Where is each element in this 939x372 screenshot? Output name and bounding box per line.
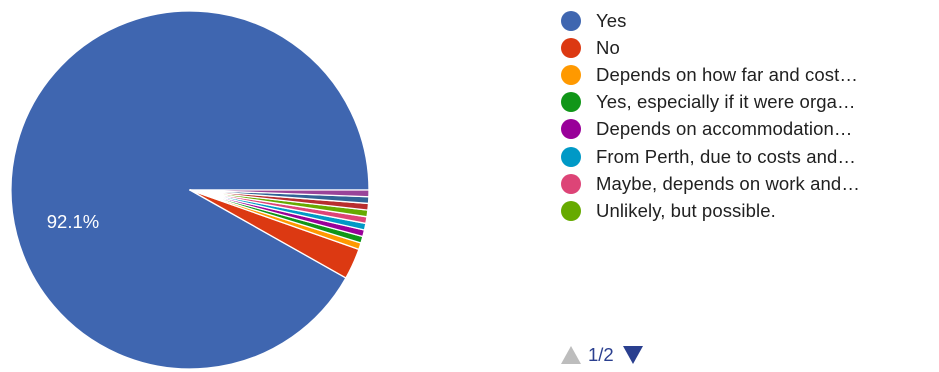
- legend-swatch-no: [561, 37, 581, 58]
- slice-percent-label-yes: 92.1%: [47, 211, 99, 232]
- triangle-down-icon[interactable]: [622, 346, 643, 364]
- legend-swatch-depends-distance-cost: [561, 64, 581, 85]
- legend-swatch-unlikely-possible: [561, 200, 581, 221]
- legend-item-yes[interactable]: Yes: [561, 7, 860, 34]
- legend-swatch-maybe-work: [561, 173, 581, 194]
- legend-label-unlikely-possible: Unlikely, but possible.: [596, 199, 776, 221]
- legend-item-depends-distance-cost[interactable]: Depends on how far and cost…: [561, 61, 860, 88]
- legend-swatch-from-perth: [561, 146, 581, 167]
- legend-label-depends-distance-cost: Depends on how far and cost…: [596, 63, 858, 85]
- pager-page-indicator: 1/2: [588, 344, 614, 365]
- legend-label-yes: Yes: [596, 9, 627, 31]
- pie-slices: [10, 10, 370, 370]
- triangle-up-icon[interactable]: [561, 346, 581, 364]
- legend-item-yes-organised[interactable]: Yes, especially if it were orga…: [561, 89, 860, 116]
- legend-pager: 1/2: [561, 343, 643, 367]
- legend-label-depends-accommodation: Depends on accommodation…: [596, 118, 853, 140]
- legend-label-from-perth: From Perth, due to costs and…: [596, 145, 856, 167]
- pie-slice-10[interactable]: [189, 189, 370, 198]
- legend-swatch-depends-accommodation: [561, 119, 581, 140]
- legend-label-yes-organised: Yes, especially if it were orga…: [596, 91, 856, 113]
- legend-item-unlikely-possible[interactable]: Unlikely, but possible.: [561, 197, 860, 224]
- legend-item-depends-accommodation[interactable]: Depends on accommodation…: [561, 116, 860, 143]
- legend-swatch-yes-organised: [561, 92, 581, 113]
- legend-label-no: No: [596, 36, 620, 58]
- legend-item-maybe-work[interactable]: Maybe, depends on work and…: [561, 170, 860, 197]
- legend-item-no[interactable]: No: [561, 34, 860, 61]
- legend-swatch-yes: [561, 10, 581, 31]
- legend-item-from-perth[interactable]: From Perth, due to costs and…: [561, 143, 860, 170]
- legend-label-maybe-work: Maybe, depends on work and…: [596, 172, 860, 194]
- legend: Yes No Depends on how far and cost… Yes,…: [561, 7, 860, 225]
